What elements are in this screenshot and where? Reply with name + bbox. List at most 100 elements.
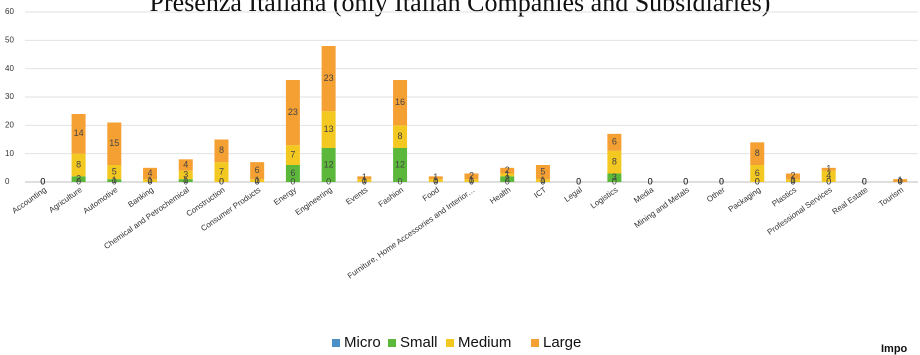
data-label: 13 (324, 124, 334, 134)
y-tick-label: 40 (5, 64, 14, 73)
data-label: 4 (148, 168, 153, 178)
data-label: 2 (790, 171, 795, 181)
y-tick-label: 0 (5, 177, 10, 186)
data-label: 0 (469, 176, 474, 186)
bar-segment-medium (750, 165, 765, 182)
y-axis: 0 10 20 30 40 50 60 (5, 7, 14, 186)
data-label: 0 (40, 176, 45, 186)
bar-segment-medium (214, 162, 229, 182)
data-label: 0 (540, 176, 545, 186)
bar-segment-large (535, 165, 550, 180)
category-label: Consumer Products (199, 185, 262, 233)
legend-item: Micro (332, 334, 381, 351)
data-label: 6 (290, 168, 295, 178)
legend-item: Large (531, 334, 581, 351)
legend-label: Small (400, 334, 438, 351)
category-label: Automotive (81, 185, 119, 216)
bar-segment-medium (250, 179, 265, 182)
bar-segment-medium (285, 145, 300, 165)
data-label: 2 (76, 174, 81, 184)
data-label: 6 (755, 168, 760, 178)
bar-segment-large (607, 133, 622, 151)
data-label: 3 (183, 169, 188, 179)
data-label: 0 (683, 176, 688, 186)
legend-label: Medium (458, 334, 511, 351)
category-label: ICT (532, 185, 548, 200)
data-label: 0 (898, 176, 903, 186)
data-label: 0 (326, 176, 331, 186)
data-label: 0 (148, 176, 153, 186)
category-label: Energy (272, 185, 298, 207)
bar-segment-small (607, 173, 622, 182)
bar-segment-large (393, 80, 408, 126)
legend-swatch (332, 339, 340, 347)
bar-segment-medium (143, 179, 158, 182)
data-label: 8 (219, 145, 224, 155)
data-label: 0 (612, 176, 617, 186)
bar-segment-small (285, 165, 300, 182)
data-label: 1 (433, 175, 438, 185)
data-label: 0 (648, 176, 653, 186)
bar-segment-large (464, 173, 479, 180)
data-label: 0 (719, 176, 724, 186)
category-label: Banking (126, 185, 155, 209)
bar-segment-small (178, 179, 193, 182)
data-label: 0 (255, 176, 260, 186)
data-label: 14 (74, 128, 84, 138)
gridlines (25, 11, 918, 183)
category-label: Plastics (770, 185, 798, 208)
bar-segment-large (71, 114, 86, 154)
bar-segment-large (214, 139, 229, 163)
category-label: Legal (563, 185, 584, 204)
category-label: Events (344, 185, 369, 206)
data-label: 23 (288, 107, 298, 117)
data-label: 0 (40, 176, 45, 186)
category-label: Real Estate (831, 185, 870, 216)
data-label: 8 (755, 148, 760, 158)
data-label: 0 (148, 176, 153, 186)
legend-swatch (531, 339, 539, 347)
data-label: 23 (324, 73, 334, 83)
bar-segment-medium (357, 179, 372, 182)
chart-title: Presenza Italiana (only Italian Companie… (150, 0, 771, 17)
data-label: 0 (648, 176, 653, 186)
data-label: 3 (612, 172, 617, 182)
data-label: 1 (362, 172, 367, 182)
data-label: 0 (433, 176, 438, 186)
bar-segment-small (393, 148, 408, 182)
data-label: 0 (862, 176, 867, 186)
data-label: 0 (362, 176, 367, 186)
bars (71, 46, 908, 182)
data-label: 1 (362, 175, 367, 185)
data-label: 0 (576, 176, 581, 186)
bar-segment-small (107, 179, 122, 182)
data-label: 1 (898, 175, 903, 185)
data-label: 5 (540, 166, 545, 176)
data-label: 8 (76, 159, 81, 169)
category-label: Engineering (294, 185, 334, 217)
bar-segment-large (750, 142, 765, 165)
bar-segment-large (107, 122, 122, 165)
data-label: 1 (148, 175, 153, 185)
legend-item: Medium (446, 334, 511, 351)
data-label: 0 (683, 176, 688, 186)
category-label: Media (632, 185, 655, 205)
category-label: Other (705, 185, 727, 204)
data-label: 7 (290, 149, 295, 159)
bar-segment-large (285, 80, 300, 146)
data-label: 0 (433, 176, 438, 186)
data-label: 0 (219, 176, 224, 186)
data-label: 4 (183, 159, 188, 169)
data-label: 1 (790, 175, 795, 185)
bar-segment-medium (464, 179, 479, 182)
data-label: 0 (898, 176, 903, 186)
data-label: 0 (219, 176, 224, 186)
data-label: 0 (683, 176, 688, 186)
category-label: Agriculture (47, 185, 84, 215)
bar-segment-medium (428, 179, 443, 182)
bar-segment-small (321, 148, 336, 182)
legend-swatch (446, 339, 454, 347)
data-label: 0 (862, 176, 867, 186)
